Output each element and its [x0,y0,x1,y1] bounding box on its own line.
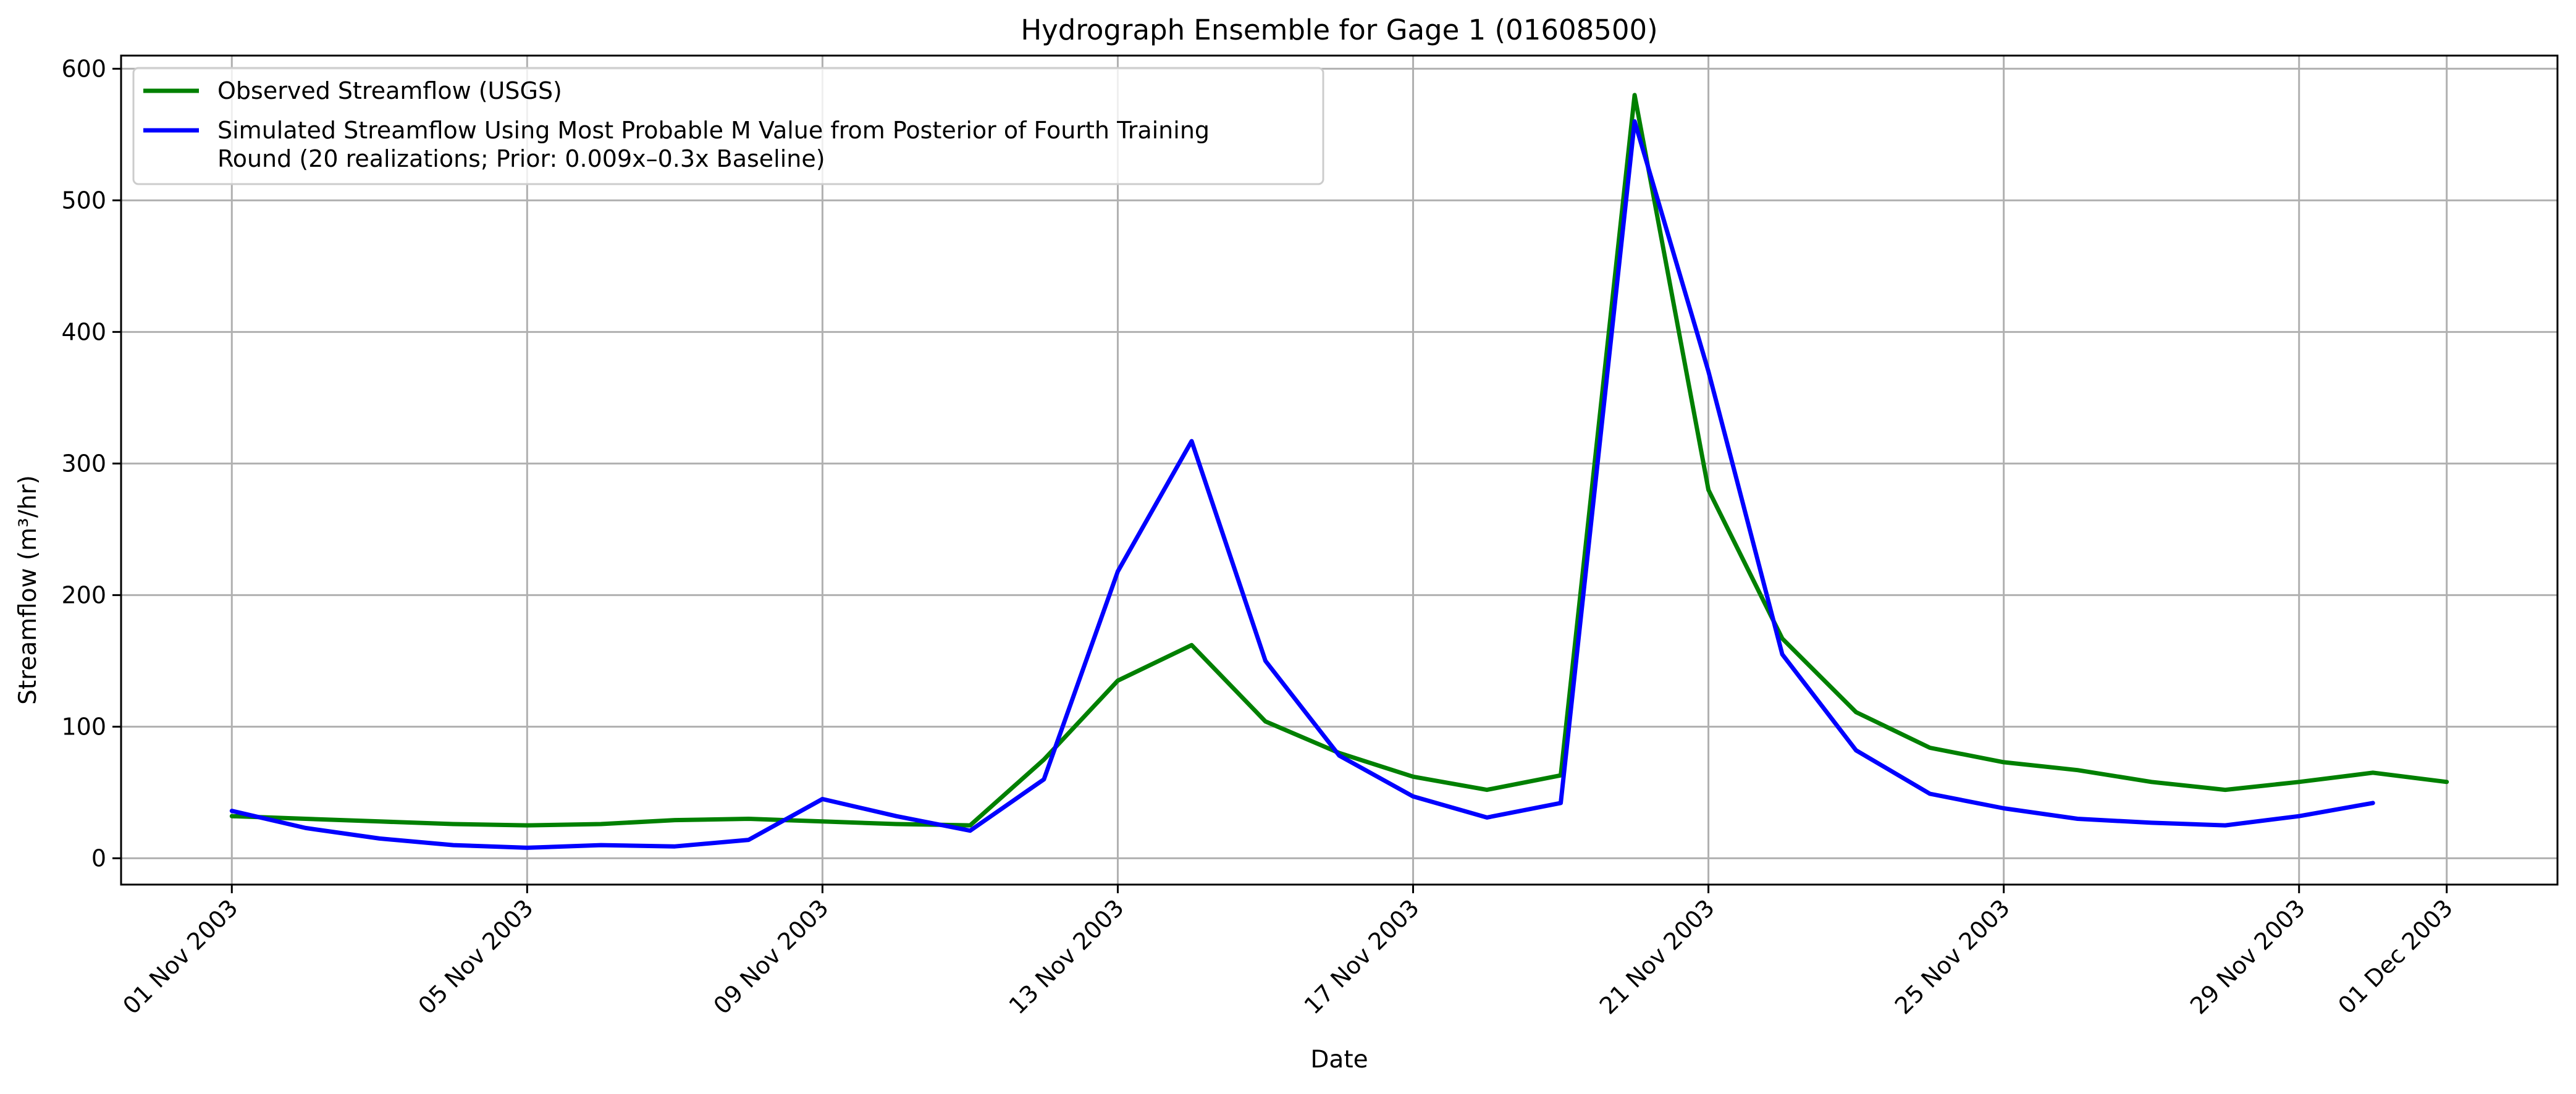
y-tick-label: 500 [61,187,106,214]
legend-label: Round (20 realizations; Prior: 0.009x–0.… [217,145,825,172]
series-layer [229,93,2449,850]
y-tick-label: 200 [61,581,106,608]
plot-frame [120,54,2559,886]
legend: Observed Streamflow (USGS) Simulated Stre… [132,67,1324,185]
y-axis-label: Streamflow (m³/hr) [14,475,42,705]
x-axis-label: Date [1310,1046,1368,1074]
y-tick-label: 0 [91,844,106,872]
chart-title: Hydrograph Ensemble for Gage 1 (01608500… [1021,14,1657,46]
y-tick-label: 100 [61,713,106,740]
legend-label: Simulated Streamflow Using Most Probable… [217,117,1210,144]
series-line-simulated [229,119,2375,850]
y-tick-label: 300 [61,450,106,477]
legend-label: Observed Streamflow (USGS) [217,77,562,104]
y-tick-label: 600 [61,55,106,82]
y-tick-label: 400 [61,318,106,345]
legend-box [132,67,1324,185]
